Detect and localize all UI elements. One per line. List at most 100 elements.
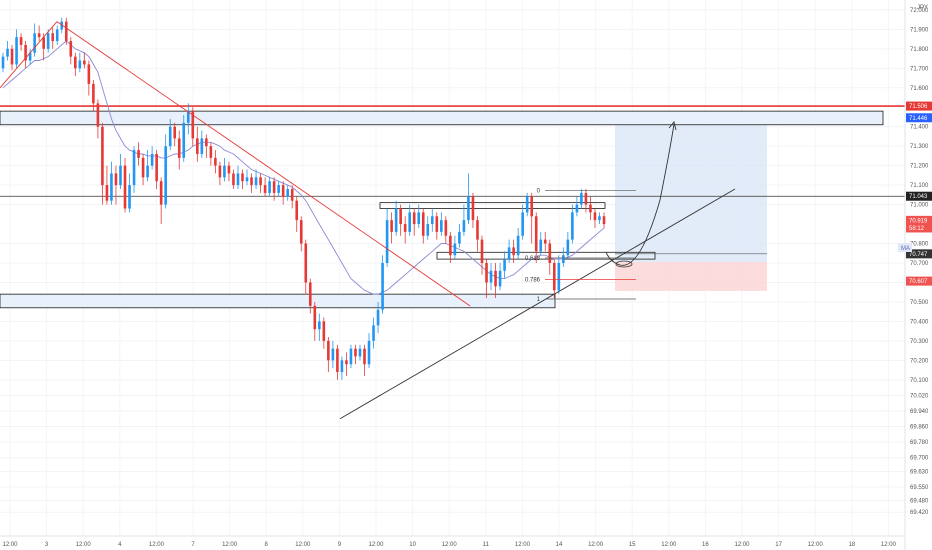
candle-body — [196, 138, 199, 154]
fib-label: 0.786 — [525, 277, 541, 283]
target-zone — [615, 123, 767, 262]
price-tick-label: 69.630 — [910, 469, 929, 475]
projection-arrow-icon — [668, 121, 677, 131]
price-badge — [906, 249, 932, 259]
candle-body — [598, 216, 601, 221]
candle-body — [78, 60, 82, 69]
price-tick-label: 69.940 — [910, 409, 929, 415]
candle-body — [589, 204, 592, 213]
price-tick-label: 71.800 — [910, 47, 929, 53]
candle-body — [55, 29, 59, 42]
price-badge — [906, 223, 932, 233]
time-tick-label: 18 — [848, 542, 855, 548]
time-axis[interactable]: 12:00 3 12:00 4 12:00 7 12:00 8 12:00 9 12:00 10 12:… — [2, 542, 896, 548]
time-tick-label: 12:00 — [222, 542, 238, 548]
candle-body — [372, 325, 375, 341]
candle-body — [159, 181, 163, 205]
candle-body — [286, 189, 289, 197]
ma-badge[interactable]: MA — [898, 243, 912, 252]
candle-body — [399, 208, 402, 225]
time-tick-label: 12:00 — [295, 542, 311, 548]
time-tick-label: 11 — [483, 542, 490, 548]
range-mid-box — [436, 251, 656, 260]
candlesticks — [1, 17, 606, 380]
candle-body — [268, 181, 271, 193]
candle-body — [421, 212, 425, 236]
candle-body — [214, 157, 217, 166]
candle-body — [376, 309, 380, 326]
price-tick-label: 69.860 — [910, 425, 929, 431]
candle-body — [516, 235, 520, 256]
candle-body — [539, 239, 543, 252]
svg-text:MA: MA — [901, 246, 910, 252]
time-tick-label: 10 — [409, 542, 416, 548]
candle-body — [87, 64, 91, 84]
candle-body — [272, 181, 276, 193]
price-tick-label: 70.500 — [910, 300, 929, 306]
candle-body — [83, 60, 86, 65]
time-tick-label: 12:00 — [442, 542, 458, 548]
candle-body — [571, 212, 574, 240]
candle-body — [525, 196, 529, 213]
entry-circle — [615, 260, 633, 268]
candle-body — [37, 33, 41, 38]
candle-body — [295, 200, 299, 221]
candle-body — [358, 348, 362, 357]
candle-body — [440, 220, 443, 232]
candle-body — [584, 192, 588, 205]
stop-zone — [615, 262, 767, 291]
candle-body — [42, 37, 45, 49]
candle-body — [345, 360, 348, 365]
price-badge-label: 70.747 — [909, 252, 928, 258]
price-tick-label: 70.700 — [910, 261, 929, 267]
candle-body — [476, 220, 479, 240]
fib-label: 0.618 — [525, 256, 541, 262]
supply-demand-zones — [0, 105, 905, 309]
price-badge — [906, 101, 932, 111]
candle-body — [33, 33, 36, 53]
candle-body — [367, 340, 371, 365]
candle-body — [96, 103, 100, 127]
candle-body — [209, 146, 213, 158]
price-tick-label: 70.800 — [910, 242, 929, 248]
time-tick-label: 12:00 — [2, 542, 18, 548]
price-badge-label: 71.506 — [909, 104, 928, 110]
candle-body — [191, 111, 195, 139]
candle-body — [123, 165, 127, 209]
candle-body — [408, 212, 411, 232]
candle-body — [494, 270, 497, 287]
candle-body — [412, 212, 416, 225]
price-tick-label: 69.700 — [910, 456, 929, 462]
projection-path — [605, 123, 675, 266]
candle-body — [137, 150, 140, 158]
price-tick-label: 70.400 — [910, 319, 929, 325]
time-tick-label: 3 — [45, 542, 49, 548]
time-tick-label: 12:00 — [76, 542, 92, 548]
candle-body — [6, 48, 9, 57]
candle-body — [530, 196, 533, 217]
candle-body — [241, 173, 244, 182]
candle-body — [327, 340, 330, 361]
price-tick-label: 69.780 — [910, 440, 929, 446]
time-tick-label: 14 — [556, 542, 563, 548]
price-axis[interactable]: 72.000 71.900 71.800 71.700 71.600 71.400 71.3… — [910, 8, 929, 516]
candle-body — [128, 185, 131, 209]
candle-body — [119, 165, 122, 186]
time-tick-label: 9 — [338, 542, 342, 548]
candle-body — [548, 243, 552, 263]
time-tick-label: 12:00 — [368, 542, 384, 548]
candle-body — [205, 138, 208, 147]
descending-trendline — [56, 21, 471, 307]
candle-body — [114, 173, 118, 186]
time-tick-label: 8 — [265, 542, 269, 548]
candle-body — [430, 216, 434, 225]
candle-body — [218, 165, 222, 178]
time-tick-label: 16 — [702, 542, 709, 548]
candle-body — [1, 56, 5, 69]
price-tick-label: 70.020 — [910, 393, 929, 399]
candle-body — [381, 263, 384, 310]
price-badge-label: 58:12 — [909, 226, 925, 232]
currency-label: JPY — [917, 5, 928, 11]
candle-body — [593, 212, 597, 221]
